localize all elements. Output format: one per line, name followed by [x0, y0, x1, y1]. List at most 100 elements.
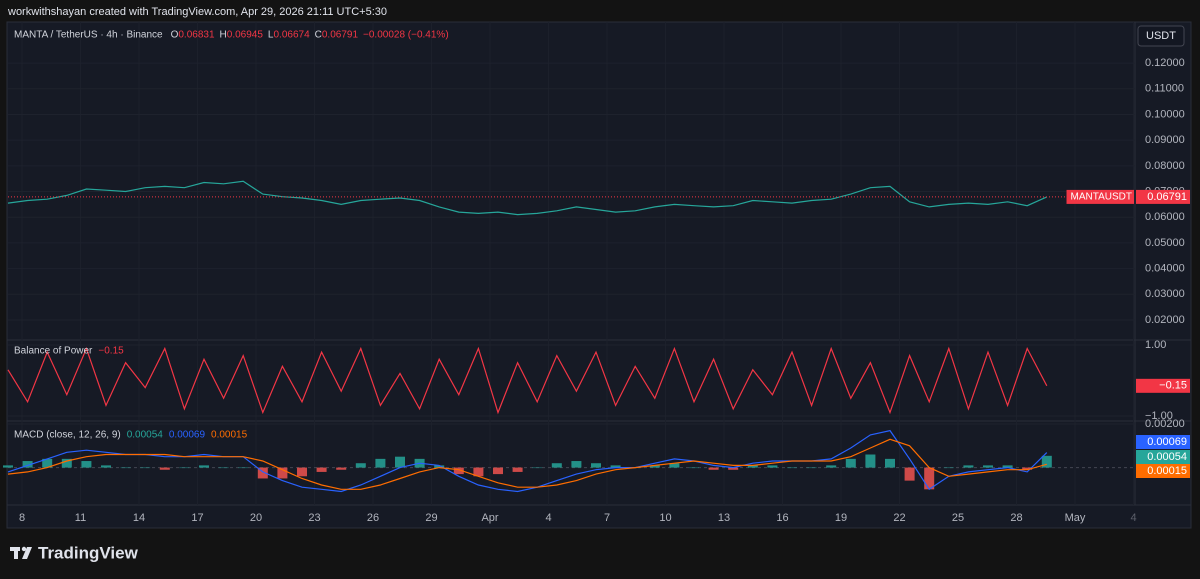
ohlc-value: 0.06945 — [227, 30, 264, 41]
ohlc-key: L — [268, 30, 274, 41]
x-tick-label: May — [1065, 512, 1086, 524]
series-line — [7, 346, 1048, 415]
histogram-bar — [159, 467, 170, 470]
logo-part — [22, 547, 32, 559]
histogram-bar — [218, 467, 229, 469]
histogram-bar — [1002, 465, 1013, 468]
y-tick-label: 0.06000 — [1145, 211, 1185, 223]
histogram-bar — [355, 463, 366, 468]
histogram-bar — [845, 458, 856, 468]
series-line — [7, 438, 1047, 490]
y-tick-label: 0.03000 — [1145, 288, 1185, 300]
histogram-bar — [3, 465, 13, 468]
x-tick-label: 14 — [133, 512, 145, 524]
y-tick-label: −1.00 — [1145, 410, 1173, 422]
histogram-bar — [610, 465, 621, 468]
histogram-bar — [140, 467, 151, 469]
symbol-name: MANTA / TetherUS · 4h · Binance — [14, 30, 163, 41]
histogram-bar — [649, 465, 660, 468]
value-label: 0.00069 — [1147, 436, 1187, 448]
histogram-bar — [473, 467, 484, 477]
pane-value: 0.00069 — [169, 430, 206, 441]
x-tick-label: 25 — [952, 512, 964, 524]
histogram-bar — [81, 461, 92, 468]
chart-panel — [6, 21, 1192, 529]
histogram-bar — [61, 458, 72, 468]
y-tick-label: 0.04000 — [1145, 262, 1185, 274]
logo-part — [21, 546, 27, 552]
histogram-bar — [865, 454, 876, 468]
histogram-bar — [885, 458, 895, 468]
histogram-bar — [708, 467, 719, 470]
pane-value: 0.00015 — [211, 430, 248, 441]
value-label: 0.00054 — [1147, 451, 1187, 463]
symbol-tag-box — [1066, 189, 1134, 204]
histogram-bar — [120, 467, 131, 469]
pane-title: Balance of Power — [14, 346, 93, 357]
ohlc-key: H — [220, 30, 227, 41]
brand-logo — [10, 546, 32, 559]
y-tick-label: 0.11000 — [1145, 83, 1184, 95]
histogram-bar — [826, 465, 837, 468]
ohlc-key: O — [171, 30, 179, 41]
histogram-bar — [532, 467, 543, 469]
x-tick-label: 11 — [75, 512, 86, 524]
y-tick-label: 0.00200 — [1145, 418, 1185, 430]
value-label-box — [1136, 378, 1190, 393]
caption: workwithshayan created with TradingView.… — [7, 6, 387, 18]
x-tick-label: 8 — [19, 512, 25, 524]
histogram-bar — [277, 467, 288, 479]
x-tick-label: 28 — [1010, 512, 1022, 524]
histogram-bar — [747, 465, 758, 468]
value-label-box — [1136, 189, 1190, 204]
ohlc-value: 0.06831 — [178, 30, 215, 41]
histogram-bar — [434, 465, 445, 468]
histogram-bar — [924, 467, 935, 490]
histogram-bar — [336, 467, 347, 470]
currency[interactable]: USDT — [1146, 30, 1176, 42]
x-tick-label: 10 — [659, 512, 671, 524]
value-label-box — [1136, 450, 1190, 464]
brand-name: TradingView — [38, 543, 139, 562]
histogram-bar — [316, 467, 327, 472]
histogram-bar — [179, 467, 190, 469]
histogram-bar — [22, 461, 33, 468]
histogram-bar — [199, 465, 209, 468]
x-tick-label: 23 — [308, 512, 320, 524]
symbol-tag: MANTAUSDT — [1071, 192, 1132, 203]
histogram-bar — [512, 467, 523, 472]
histogram-bar — [101, 465, 111, 468]
value-label: 0.00015 — [1147, 465, 1187, 477]
x-tick-label: Apr — [481, 512, 498, 524]
pane-value: −0.15 — [98, 346, 124, 357]
histogram-bar — [983, 465, 993, 468]
y-tick-label: 0.09000 — [1145, 134, 1185, 146]
pane-value: 0.00054 — [127, 430, 164, 441]
histogram-bar — [689, 467, 699, 469]
histogram-bar — [963, 465, 974, 468]
series-line — [7, 180, 1048, 216]
value-label-box — [1136, 435, 1190, 449]
histogram-bar — [904, 467, 915, 481]
histogram-bar — [806, 467, 817, 469]
histogram-bar — [1022, 467, 1033, 470]
x-tick-label: 13 — [718, 512, 730, 524]
histogram-bar — [375, 458, 386, 468]
y-tick-label: 0.02000 — [1145, 314, 1185, 326]
histogram-bar — [551, 463, 562, 468]
histogram-bar — [493, 467, 503, 475]
value-label: 0.06791 — [1147, 191, 1187, 203]
histogram-bar — [42, 458, 53, 468]
histogram-bar — [767, 465, 778, 468]
ohlc-key: C — [315, 30, 322, 41]
x-tick-label: 29 — [425, 512, 437, 524]
x-tick-label: 7 — [604, 512, 610, 524]
histogram-bar — [297, 467, 307, 477]
y-tick-label: 0.05000 — [1145, 237, 1185, 249]
value-label: −0.15 — [1159, 380, 1187, 392]
histogram-bar — [943, 467, 954, 469]
x-tick-label: 4 — [545, 512, 551, 524]
currency-button[interactable] — [1137, 25, 1185, 47]
histogram-bar — [728, 467, 739, 470]
